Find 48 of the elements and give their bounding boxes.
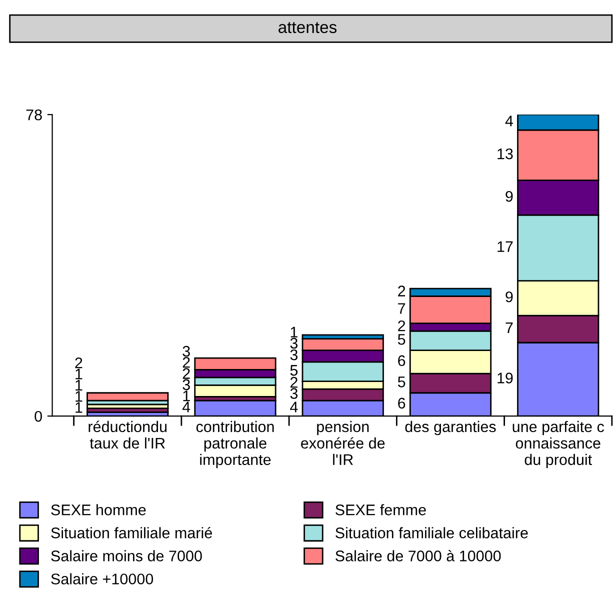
data-label: 2 [75,357,82,368]
legend-label: Salaire moins de 7000 [51,550,202,562]
legend-label: SEXE femme [336,504,426,516]
legend-label: Situation familiale celibataire [336,527,528,538]
data-label: 9 [506,291,513,302]
data-label: 2 [182,357,190,368]
x-tick-label: des garanties [405,420,496,436]
data-label: 17 [498,241,513,252]
x-tick-label: réductiondu taux de l'IR [88,420,167,449]
data-label: 6 [398,398,406,409]
data-label: 1 [290,326,298,338]
data-label: 4 [182,402,190,412]
data-label: 7 [506,322,513,334]
data-label: 2 [398,286,406,296]
chart-title: attentes [278,22,337,34]
data-label: 5 [290,365,298,376]
data-label: 3 [182,346,190,357]
legend-label: Salaire de 7000 à 10000 [336,550,501,562]
data-label: 2 [398,320,406,332]
y-tick-label: 0 [34,410,42,422]
data-label: 1 [76,380,82,390]
data-label: 1 [183,390,190,402]
legend-label: SEXE homme [51,504,146,516]
data-label: 4 [290,402,298,412]
data-label: 7 [398,303,406,314]
data-label: 13 [498,148,513,160]
x-tick-label: contribution patronale importante [196,420,274,468]
y-tick-label: 78 [26,109,42,120]
bar [86,392,169,402]
data-label: 9 [506,190,513,202]
x-tick-label: pension exonérée de l'IR [301,420,385,465]
legend-label: Salaire +10000 [51,573,154,584]
data-label: 2 [182,368,190,379]
data-label: 4 [505,116,513,126]
data-label: 1 [76,391,82,402]
data-label: 3 [290,388,298,399]
data-label: 1 [76,368,82,380]
data-label: 3 [290,349,298,360]
data-label: 19 [498,372,513,384]
data-label: 2 [290,376,298,388]
data-label: 3 [290,338,298,349]
data-label: 3 [182,379,190,390]
data-label: 6 [398,355,406,366]
data-label: 5 [398,376,406,388]
data-label: 5 [398,334,406,345]
legend-label: Situation familiale marié [51,526,212,538]
data-label: 1 [76,402,82,413]
x-tick-label: une parfaite c onnaissance du produit [512,420,604,468]
